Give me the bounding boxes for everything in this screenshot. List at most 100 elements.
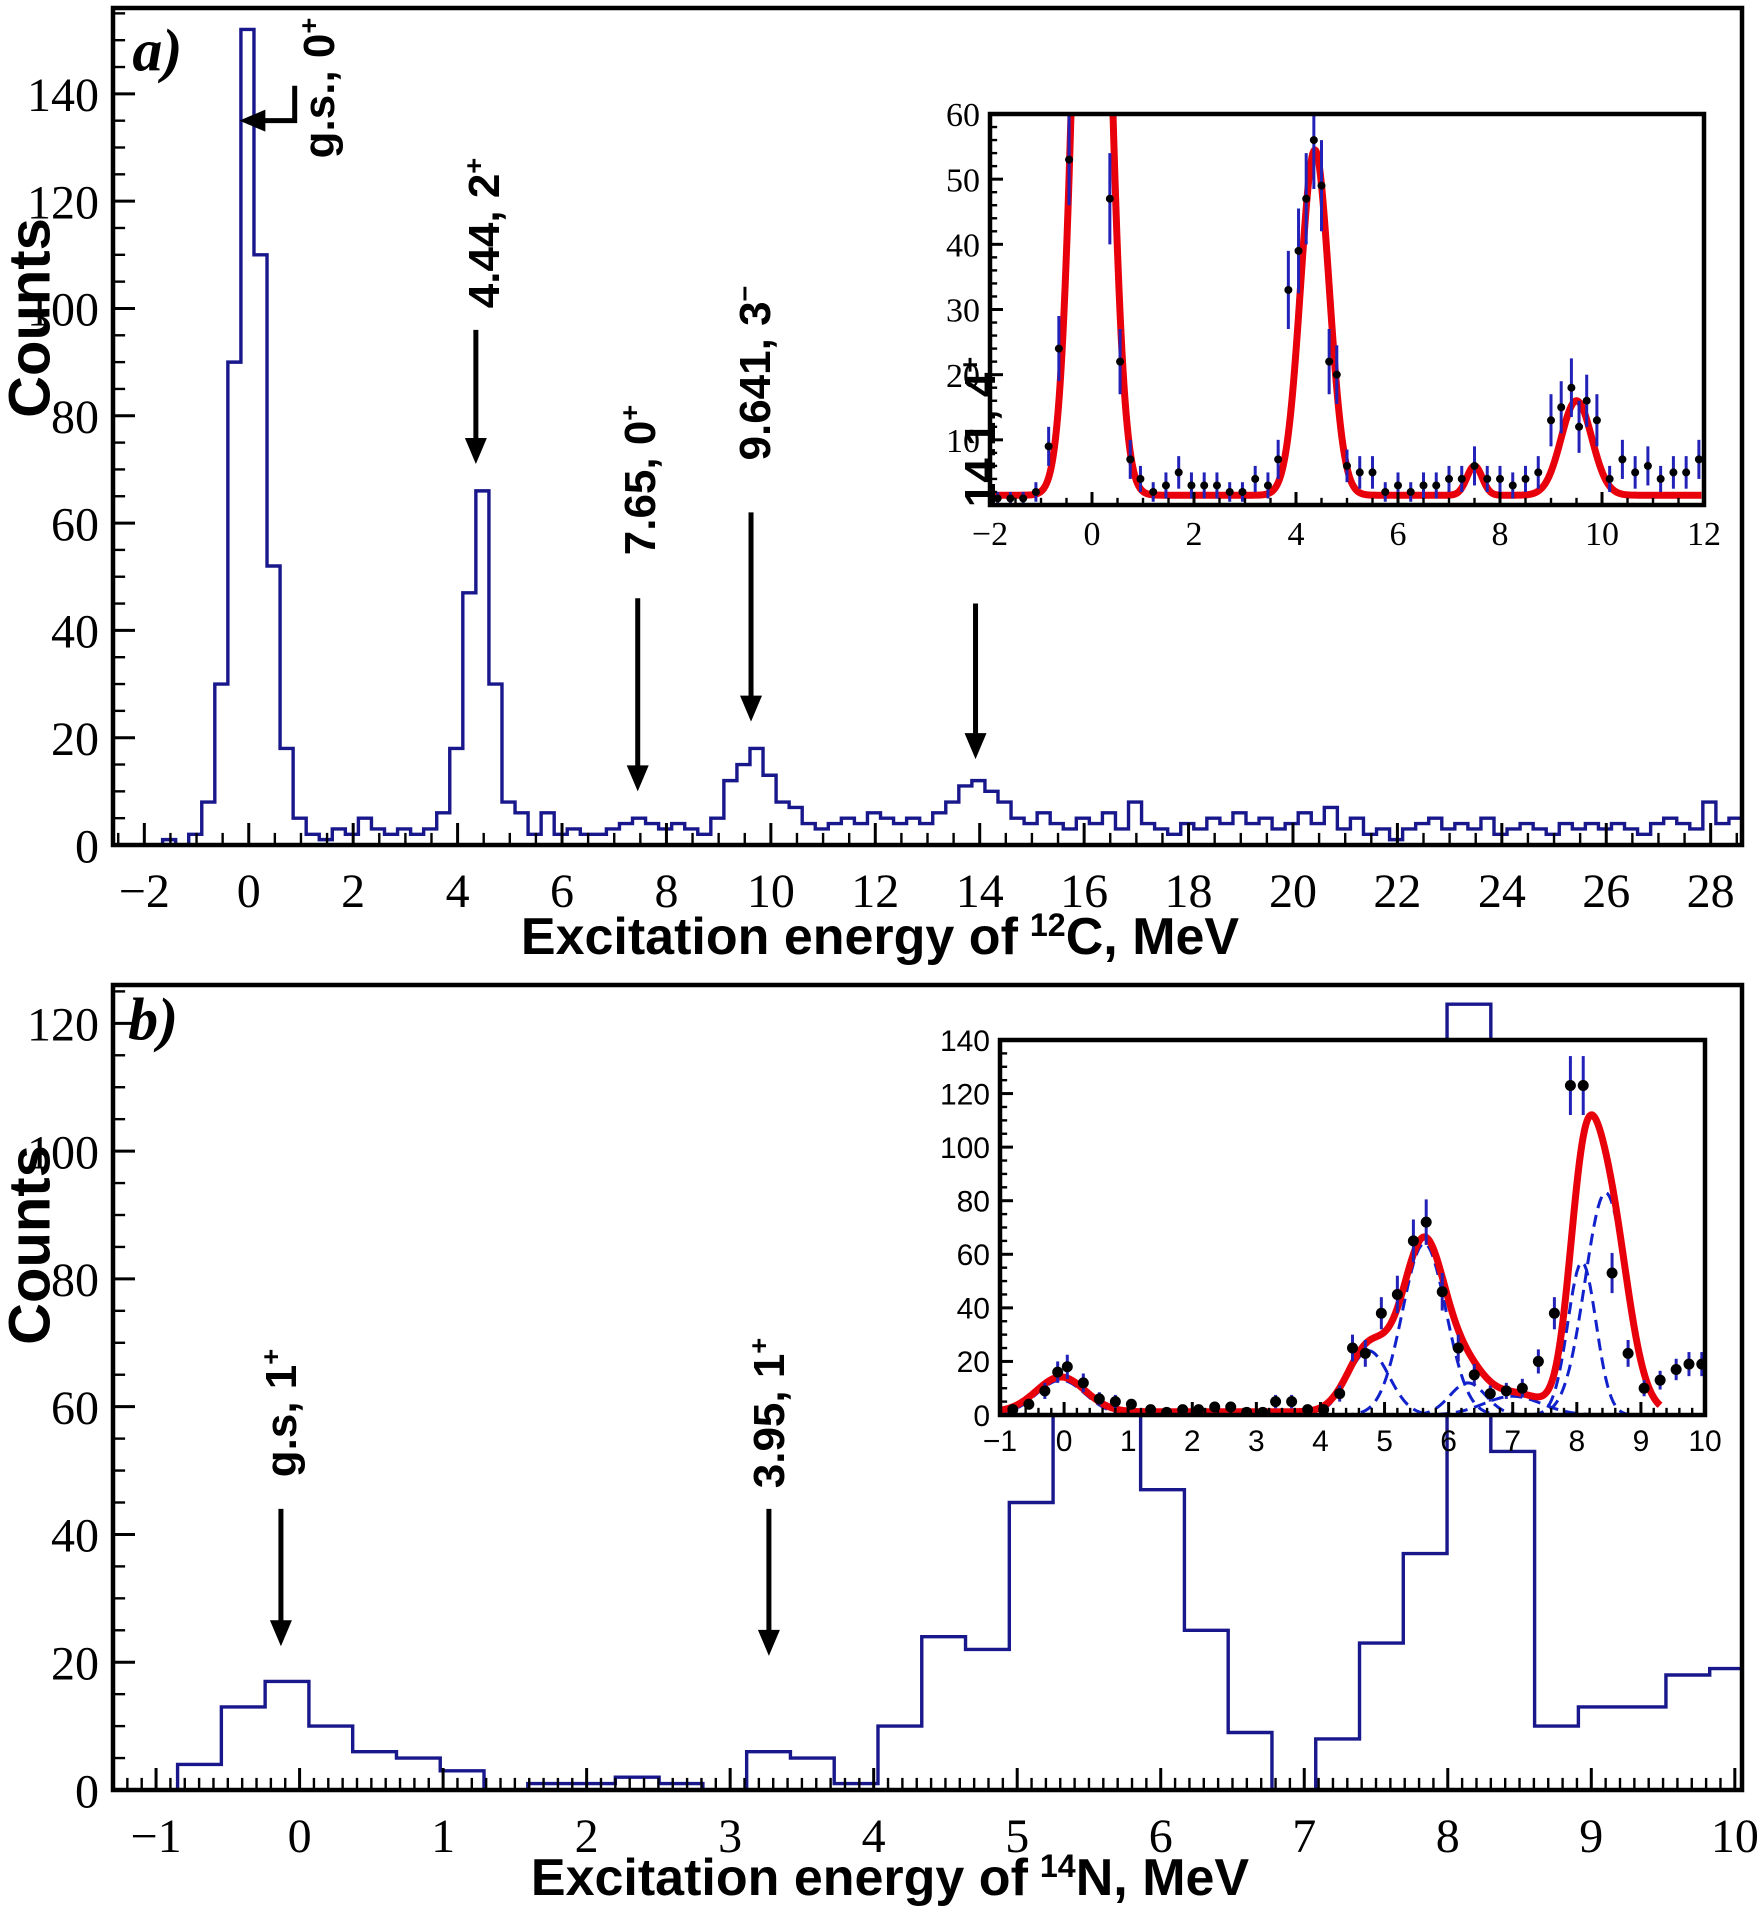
svg-text:22: 22: [1373, 865, 1421, 918]
svg-text:120: 120: [27, 176, 99, 229]
svg-text:60: 60: [51, 1382, 99, 1435]
svg-text:20: 20: [946, 358, 980, 395]
x-title-text-b: Excitation energy of: [530, 1849, 1028, 1908]
svg-text:26: 26: [1582, 865, 1630, 918]
svg-text:6: 6: [550, 865, 574, 918]
peak-label-3-95: 3.95, 1+: [743, 1337, 794, 1489]
x-axis-ticks: −1 0 1 2 3 4 5 6 7 8 9 10: [983, 1402, 1722, 1458]
svg-text:40: 40: [51, 1510, 99, 1563]
annotation-arrowhead: [740, 695, 763, 722]
histogram-12C: [136, 27, 1742, 845]
peak-label-gs-14n: g.s, 1+: [255, 1348, 306, 1478]
data-points: [1007, 1056, 1705, 1415]
svg-text:0: 0: [1084, 516, 1101, 553]
histogram-14N: [175, 1002, 1742, 1790]
svg-text:−1: −1: [983, 1425, 1017, 1458]
svg-text:40: 40: [51, 606, 99, 659]
svg-text:140: 140: [940, 1025, 990, 1058]
svg-text:80: 80: [957, 1186, 990, 1219]
svg-text:3: 3: [718, 1810, 742, 1863]
svg-text:40: 40: [957, 1293, 990, 1326]
panel-tag-b: b): [128, 986, 179, 1053]
y-axis-ticks: 10 20 30 40 50 60: [946, 97, 1003, 494]
svg-text:40: 40: [946, 228, 980, 265]
fit-curve: [1000, 1111, 1663, 1415]
svg-text:0: 0: [237, 865, 261, 918]
svg-text:12: 12: [1687, 516, 1721, 553]
peak-label-14-1: 14.1, 4+: [953, 356, 1005, 508]
svg-text:4: 4: [1312, 1425, 1329, 1458]
x-title-text-a: Excitation energy of: [520, 908, 1018, 967]
svg-text:60: 60: [51, 498, 99, 551]
annotation-arrow: [257, 85, 298, 124]
svg-text:28: 28: [1687, 865, 1735, 918]
svg-text:140: 140: [27, 69, 99, 122]
peak-label-gs-12c: g.s., 0+: [293, 18, 345, 159]
svg-text:10: 10: [1688, 1425, 1721, 1458]
svg-text:0: 0: [1056, 1425, 1073, 1458]
svg-text:8: 8: [1492, 516, 1509, 553]
svg-text:6: 6: [1440, 1425, 1457, 1458]
data-points: [993, 114, 1703, 505]
svg-text:9: 9: [1633, 1425, 1650, 1458]
svg-text:20: 20: [51, 713, 99, 766]
svg-text:60: 60: [946, 97, 980, 134]
nuclide-symbol-b: N, MeV: [1075, 1849, 1250, 1908]
svg-text:10: 10: [1711, 1810, 1759, 1863]
svg-text:16: 16: [1060, 865, 1108, 918]
peak-label-4-44: 4.44, 2+: [457, 158, 509, 309]
svg-text:5: 5: [1376, 1425, 1393, 1458]
panel-tag-a: a): [132, 17, 183, 84]
svg-text:14: 14: [956, 865, 1004, 918]
svg-text:1: 1: [431, 1810, 455, 1863]
svg-text:4: 4: [446, 865, 470, 918]
svg-text:100: 100: [27, 284, 99, 337]
nuclide-symbol-a: C, MeV: [1065, 908, 1240, 967]
svg-text:−2: −2: [119, 865, 170, 918]
svg-text:8: 8: [654, 865, 678, 918]
nuclide-mass-a: 12: [1029, 906, 1066, 943]
x-axis-ticks: −2 0 2 4 6 8 10 12 14 16 18 20 22 24 26 28: [117, 823, 1738, 918]
x-axis-title-a: Excitation energy of 12C, MeV: [521, 907, 1239, 967]
y-axis-ticks: 0 20 40 60 80 100 120 140: [27, 12, 135, 873]
svg-text:10: 10: [1585, 516, 1619, 553]
svg-text:120: 120: [940, 1078, 990, 1111]
y-axis-ticks: 0 20 40 60 80 100 120: [27, 990, 135, 1818]
svg-text:100: 100: [27, 1126, 99, 1179]
svg-text:7: 7: [1504, 1425, 1521, 1458]
peak-label-9-641: 9.641, 3−: [729, 285, 781, 461]
svg-text:10: 10: [946, 423, 980, 460]
svg-text:5: 5: [1005, 1810, 1029, 1863]
svg-text:18: 18: [1165, 865, 1213, 918]
svg-text:20: 20: [957, 1346, 990, 1379]
x-axis-ticks: −1 0 1 2 3 4 5 6 7 8 9 10: [111, 1768, 1759, 1863]
svg-text:100: 100: [940, 1132, 990, 1165]
nuclide-mass-b: 14: [1039, 1847, 1076, 1884]
svg-text:0: 0: [288, 1810, 312, 1863]
svg-text:2: 2: [1186, 516, 1203, 553]
y-axis-title-a: Counts: [0, 218, 63, 418]
svg-text:8: 8: [1436, 1810, 1460, 1863]
y-axis-ticks: 0 20 40 60 80 100 120 140: [940, 1025, 1013, 1433]
annotation-arrowhead: [626, 765, 649, 792]
svg-text:0: 0: [75, 1765, 99, 1818]
svg-text:0: 0: [75, 820, 99, 873]
x-axis-title-b: Excitation energy of 14N, MeV: [531, 1848, 1249, 1908]
svg-text:30: 30: [946, 293, 980, 330]
svg-text:2: 2: [1184, 1425, 1201, 1458]
annotation-arrowhead: [464, 438, 487, 465]
panel-12C: −2 0 2 4 6 8 10 12 14 16 18 20 22 24 26 280204060801001…: [27, 5, 1745, 918]
svg-text:24: 24: [1478, 865, 1526, 918]
svg-text:−1: −1: [131, 1810, 182, 1863]
svg-text:−2: −2: [972, 516, 1008, 553]
y-axis-title-b: Counts: [0, 1145, 63, 1345]
svg-text:60: 60: [957, 1239, 990, 1272]
annotation-arrowhead: [269, 1620, 292, 1647]
svg-text:120: 120: [27, 999, 99, 1052]
svg-text:80: 80: [51, 391, 99, 444]
svg-text:9: 9: [1579, 1810, 1603, 1863]
annotation-arrowhead: [964, 733, 987, 760]
svg-text:80: 80: [51, 1254, 99, 1307]
